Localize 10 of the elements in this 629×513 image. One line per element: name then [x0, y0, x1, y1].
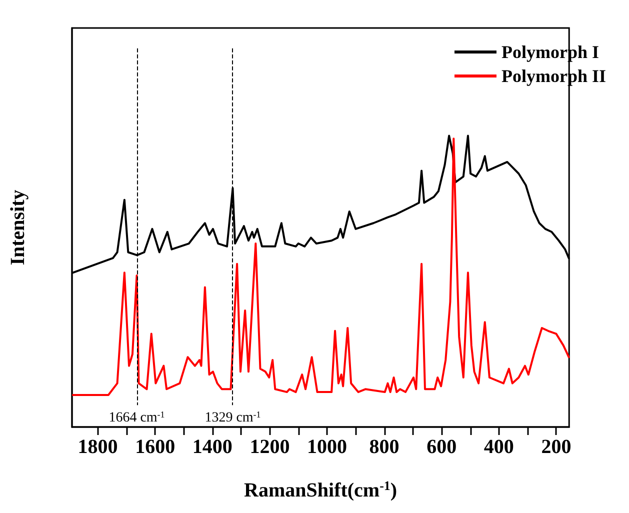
y-axis-title: Intensity — [7, 190, 29, 266]
x-tick-label: 1200 — [250, 436, 290, 458]
x-tick-label: 800 — [369, 436, 400, 458]
x-tick-label: 400 — [484, 436, 514, 458]
x-tick-label: 200 — [541, 436, 572, 458]
x-tick-label: 1400 — [192, 436, 232, 458]
x-tick-label: 1000 — [307, 436, 347, 458]
x-tick-label: 1800 — [78, 436, 118, 458]
x-tick-label: 1600 — [135, 436, 176, 458]
x-tick-label: 600 — [426, 436, 457, 458]
